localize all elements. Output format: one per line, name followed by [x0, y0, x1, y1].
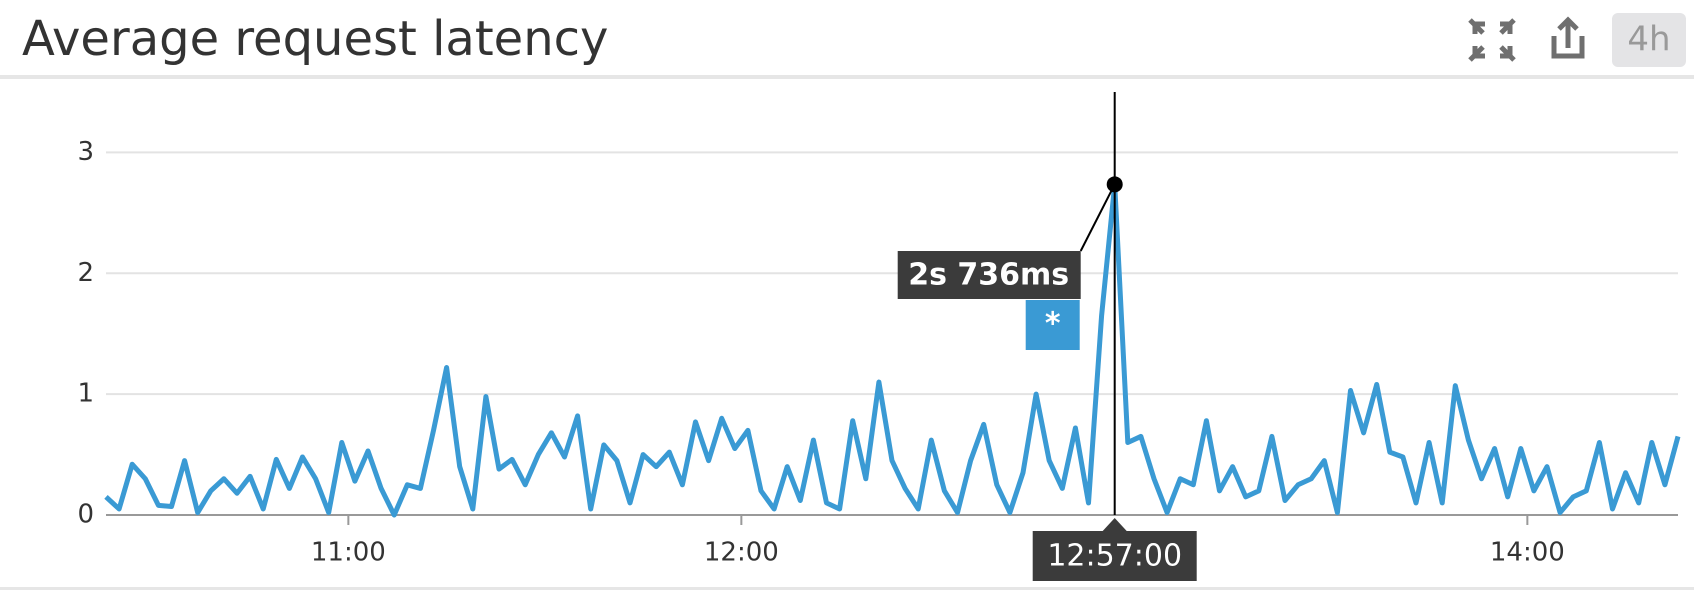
hover-point: [1106, 176, 1123, 193]
footer-divider: [0, 587, 1694, 590]
y-tick-label: 3: [77, 137, 94, 167]
timeframe-label: 4h: [1627, 20, 1670, 60]
timeframe-button[interactable]: [1612, 13, 1686, 67]
tooltip-time-pointer: [1102, 518, 1127, 531]
tooltip-leader: [1079, 183, 1116, 252]
y-tick-label: 2: [77, 258, 94, 288]
widget-title: Average request latency: [22, 11, 608, 67]
y-tick-label: 1: [77, 379, 94, 409]
tooltip-value: 2s 736ms: [908, 258, 1069, 293]
tooltip-series-name: *: [1045, 307, 1061, 342]
fullscreen-button[interactable]: [1468, 18, 1516, 62]
tooltip-time-box: [1032, 531, 1197, 581]
x-tick-label: 11:00: [311, 538, 386, 568]
header-divider: [0, 75, 1694, 79]
tooltip-value-box: [897, 251, 1081, 299]
tooltip-time: 12:57:00: [1047, 539, 1182, 574]
x-tick-label: 12:00: [704, 538, 779, 568]
x-tick-label: 14:00: [1490, 538, 1565, 568]
tooltip-series-box: [1025, 300, 1080, 350]
series-line: [104, 181, 1681, 518]
share-button[interactable]: [1551, 16, 1585, 59]
y-tick-label: 0: [77, 500, 94, 530]
